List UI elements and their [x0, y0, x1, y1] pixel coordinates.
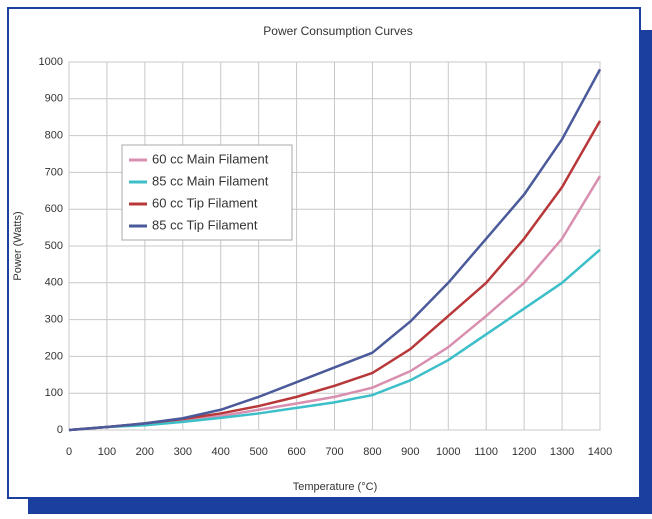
- legend-label: 85 cc Tip Filament: [152, 217, 258, 232]
- x-tick-label: 600: [287, 446, 305, 458]
- series-line: [68, 68, 602, 432]
- x-tick-label: 1100: [474, 446, 498, 458]
- y-axis-label: Power (Watts): [12, 211, 24, 280]
- x-tick-label: 200: [136, 446, 154, 458]
- x-tick-label: 400: [212, 446, 230, 458]
- x-tick-label: 1200: [512, 446, 536, 458]
- y-tick-label: 600: [45, 203, 63, 215]
- y-tick-label: 200: [45, 350, 63, 362]
- x-tick-label: 1000: [436, 446, 460, 458]
- series-line: [68, 248, 601, 432]
- x-axis-label: Temperature (°C): [293, 481, 377, 493]
- legend-label: 85 cc Main Filament: [152, 173, 269, 188]
- x-tick-label: 300: [174, 446, 192, 458]
- y-tick-label: 800: [45, 130, 63, 142]
- legend-label: 60 cc Main Filament: [152, 151, 269, 166]
- y-tick-label: 400: [45, 277, 63, 289]
- x-tick-label: 0: [66, 446, 72, 458]
- x-tick-label: 1400: [588, 446, 612, 458]
- x-tick-label: 800: [363, 446, 381, 458]
- y-tick-label: 500: [45, 240, 63, 252]
- x-tick-label: 500: [249, 446, 267, 458]
- y-tick-label: 0: [57, 424, 63, 436]
- chart-title: Power Consumption Curves: [263, 24, 412, 38]
- x-tick-label: 900: [401, 446, 419, 458]
- x-tick-label: 700: [325, 446, 343, 458]
- legend-label: 60 cc Tip Filament: [152, 195, 258, 210]
- y-tick-label: 1000: [39, 56, 63, 68]
- legend-box: [121, 144, 293, 241]
- y-tick-label: 100: [45, 387, 63, 399]
- y-tick-label: 300: [45, 314, 63, 326]
- y-tick-label: 700: [45, 166, 63, 178]
- x-tick-label: 1300: [550, 446, 574, 458]
- y-tick-label: 900: [45, 93, 63, 105]
- x-tick-label: 100: [98, 446, 116, 458]
